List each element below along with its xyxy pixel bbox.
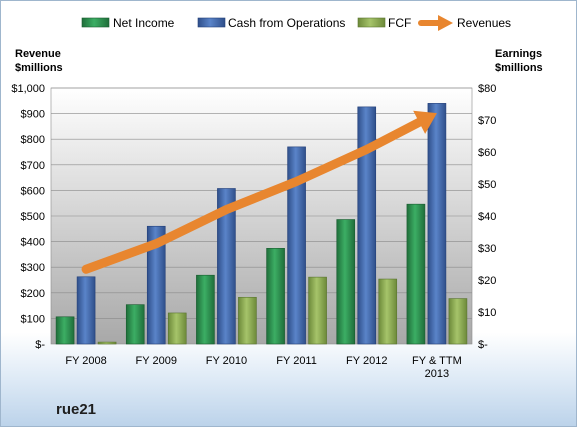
category-label: FY 2012	[346, 355, 387, 367]
right-tick-label: $80	[478, 83, 496, 95]
bar-cfo	[146, 225, 166, 345]
company-name: rue21	[56, 401, 96, 418]
left-tick-label: $100	[21, 313, 45, 325]
category-label: FY & TTM	[412, 355, 462, 367]
legend-label-cfo: Cash from Operations	[228, 16, 345, 30]
bars	[55, 103, 468, 345]
legend-swatch-cfo	[197, 17, 226, 28]
category-label: FY 2011	[276, 355, 317, 367]
bar-fcf	[378, 278, 398, 345]
legend-swatch-fcf	[357, 17, 386, 28]
bar-net-income	[336, 219, 356, 345]
left-tick-label: $800	[21, 134, 45, 146]
left-tick-label: $-	[35, 339, 45, 351]
right-tick-label: $60	[478, 147, 496, 159]
bar-cfo	[427, 103, 447, 345]
legend-label-net-income: Net Income	[113, 16, 175, 30]
left-tick-label: $400	[21, 237, 45, 249]
legend-label-revenues: Revenues	[457, 16, 511, 30]
right-tick-label: $10	[478, 307, 496, 319]
bar-fcf	[167, 312, 187, 345]
right-tick-label: $40	[478, 211, 496, 223]
bar-net-income	[406, 203, 426, 345]
right-axis-title-line1: Earnings	[495, 48, 542, 60]
legend-item-cfo: Cash from Operations	[197, 16, 345, 30]
bar-cfo	[357, 106, 377, 345]
left-tick-label: $500	[21, 211, 45, 223]
bar-fcf	[97, 341, 117, 345]
revenues-line	[81, 115, 429, 274]
left-tick-label: $700	[21, 160, 45, 172]
left-axis-title-line2: $millions	[15, 62, 63, 74]
left-axis-ticks: $- $100 $200 $300 $400 $500 $600 $700 $800 $900 $1…	[11, 83, 45, 351]
right-tick-label: $-	[478, 339, 488, 351]
left-tick-label: $200	[21, 288, 45, 300]
left-tick-label: $900	[21, 109, 45, 121]
right-tick-label: $20	[478, 275, 496, 287]
revenues-arrow-head-icon	[413, 110, 437, 134]
right-tick-label: $50	[478, 179, 496, 191]
revenue-line	[81, 110, 438, 274]
bar-net-income	[266, 248, 285, 345]
left-tick-label: $1,000	[11, 83, 45, 95]
bar-net-income	[196, 274, 215, 345]
category-label: FY 2008	[65, 355, 106, 367]
category-label: FY 2009	[136, 355, 177, 367]
category-labels: FY 2008 FY 2009 FY 2010 FY 2011 FY 2012 FY & …	[65, 355, 461, 380]
left-axis-title-line1: Revenue	[15, 48, 61, 60]
bar-fcf	[308, 276, 327, 345]
right-tick-label: $30	[478, 243, 496, 255]
legend-label-fcf: FCF	[388, 16, 411, 30]
bar-net-income	[125, 304, 145, 345]
gridlines	[51, 87, 472, 319]
right-axis-title-line2: $millions	[495, 62, 543, 74]
legend-swatch-net-income	[81, 17, 110, 28]
bar-cfo	[287, 146, 306, 345]
bar-fcf	[238, 296, 257, 345]
legend: Net Income Cash from Operations FCF Reve…	[81, 15, 511, 31]
right-axis-ticks: $- $10 $20 $30 $40 $50 $60 $70 $80	[478, 83, 496, 351]
legend-item-revenues: Revenues	[418, 15, 511, 31]
bar-cfo	[76, 276, 96, 345]
bar-fcf	[448, 298, 468, 345]
category-label: FY 2010	[206, 355, 247, 367]
right-tick-label: $70	[478, 115, 496, 127]
legend-item-fcf: FCF	[357, 16, 411, 30]
left-tick-label: $600	[21, 185, 45, 197]
left-tick-label: $300	[21, 262, 45, 274]
category-label: 2013	[425, 368, 449, 380]
legend-arrow-head-icon	[438, 15, 453, 31]
bar-cfo	[217, 188, 236, 345]
bar-net-income	[55, 316, 75, 345]
legend-item-net-income: Net Income	[81, 16, 175, 30]
